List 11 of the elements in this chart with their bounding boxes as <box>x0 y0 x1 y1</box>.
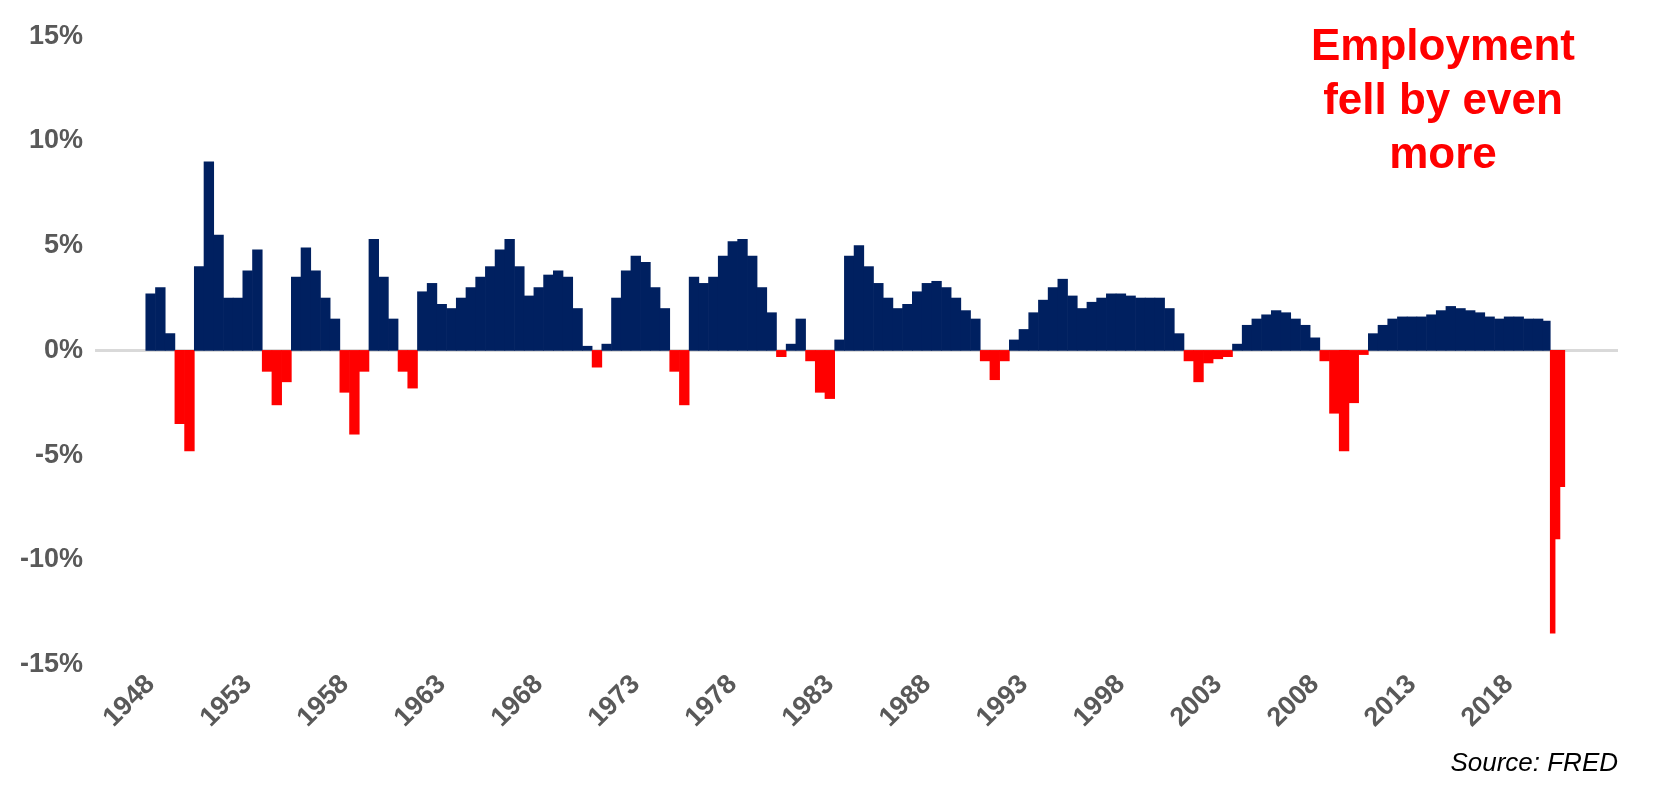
y-tick-label: 15% <box>28 19 84 50</box>
annotation: Employment fell by even more <box>1309 19 1576 179</box>
y-tick-label: 5% <box>44 229 84 260</box>
source-note: Source: FRED <box>1450 747 1618 778</box>
bar <box>776 350 787 358</box>
bar <box>591 350 603 368</box>
y-tick-label: 10% <box>28 124 84 155</box>
y-tick-label: 0% <box>44 333 84 364</box>
y-tick-label: -10% <box>20 543 84 574</box>
y-tick-label: -5% <box>35 438 84 469</box>
y-tick-label: -15% <box>20 648 84 679</box>
